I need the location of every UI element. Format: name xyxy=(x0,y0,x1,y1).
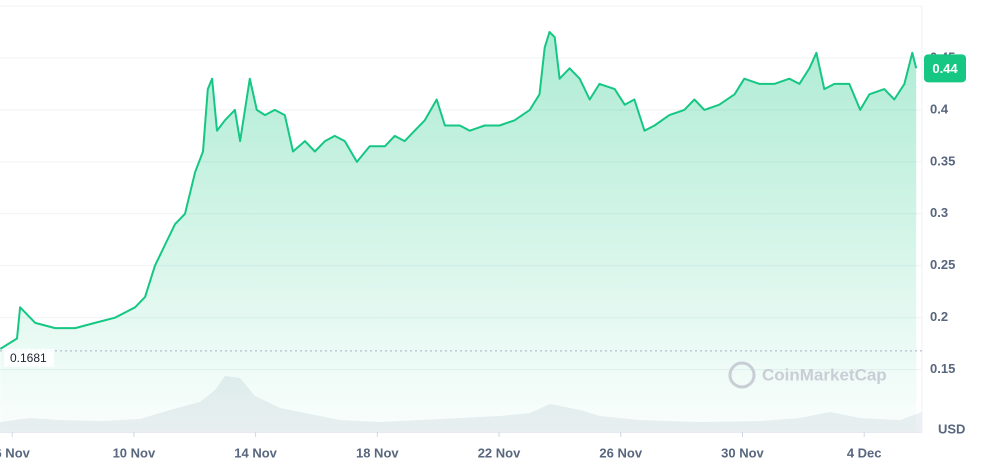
y-tick-label: 0.15 xyxy=(930,361,955,376)
y-tick-label: 0.4 xyxy=(930,101,949,116)
y-tick-label: 0.35 xyxy=(930,153,955,168)
y-tick-label: 0.25 xyxy=(930,257,955,272)
x-tick-label: 18 Nov xyxy=(356,445,399,460)
area-fill xyxy=(0,32,917,432)
current-price-label: 0.44 xyxy=(932,61,958,76)
x-tick-label: 4 Dec xyxy=(847,445,882,460)
y-tick-label: 0.3 xyxy=(930,205,948,220)
x-tick-label: 6 Nov xyxy=(0,445,31,460)
price-line xyxy=(0,31,918,350)
current-price-badge xyxy=(924,54,966,83)
y-tick-label: 0.2 xyxy=(930,309,948,324)
x-tick-label: 14 Nov xyxy=(234,445,277,460)
x-tick-label: 22 Nov xyxy=(478,445,521,460)
x-tick-label: 26 Nov xyxy=(599,445,642,460)
baseline-label: 0.1681 xyxy=(10,351,47,365)
baseline-label-bg xyxy=(4,348,54,367)
currency-label: USD xyxy=(938,421,965,436)
watermark-text: CoinMarketCap xyxy=(762,365,887,384)
x-tick-label: 10 Nov xyxy=(113,445,156,460)
watermark: CoinMarketCap xyxy=(728,361,887,389)
x-tick-label: 30 Nov xyxy=(721,445,764,460)
